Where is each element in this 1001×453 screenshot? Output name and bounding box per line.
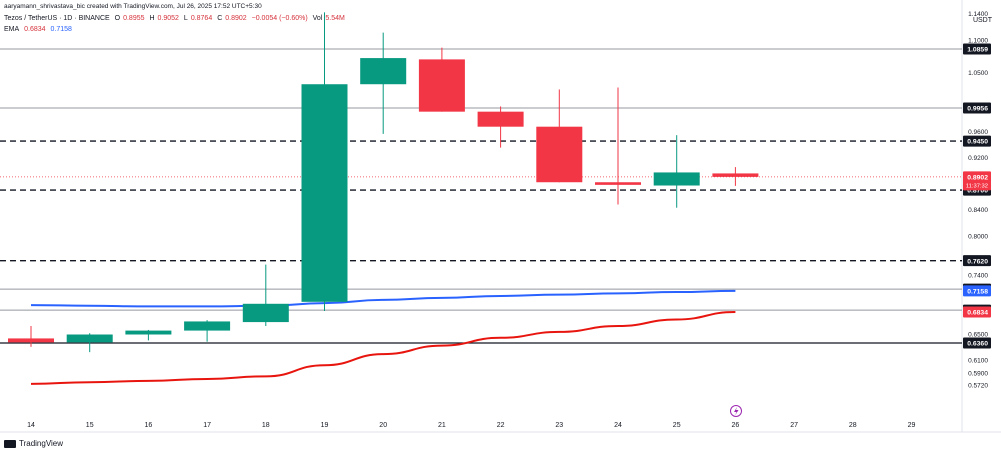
price-tick-label: 1.0500 [968,70,988,77]
ema-price-badge-bg [963,285,991,297]
price-tick-label: 0.5720 [968,382,988,389]
time-tick-label: 23 [555,422,563,429]
time-tick-label: 19 [321,422,329,429]
time-tick-label: 17 [203,422,211,429]
time-tick-label: 15 [86,422,94,429]
time-tick-label: 22 [497,422,505,429]
ema-label[interactable]: EMA [4,26,20,33]
lightning-icon[interactable] [730,405,742,417]
candle-body [477,111,524,127]
candle-body [184,321,231,331]
candle-body [125,330,172,335]
hline-price-badge-bg [963,337,991,349]
ema-line [30,311,736,385]
price-tick-label: 0.8000 [968,233,988,240]
hline-price-badge-bg [963,43,991,55]
hline-price-badge: 0.8700 [967,188,988,195]
tradingview-logo-text: TradingView [19,439,64,448]
change-value: −0.0054 (−0.60%) [251,15,308,22]
time-tick-label: 20 [379,422,387,429]
close-label: C [217,15,223,22]
price-tick-label: 0.5900 [968,371,988,378]
symbol-info-row: Tezos / TetherUS · 1D · BINANCE O 0.8955 … [4,15,348,22]
ema-value-blue: 0.7158 [50,26,72,33]
ema-info-row: EMA 0.6834 0.7158 [4,26,75,33]
hline-price-badge: 0.9956 [967,106,988,113]
price-tick-label: 0.8400 [968,207,988,214]
time-tick-label: 14 [27,422,35,429]
ema-line [30,289,736,308]
ema-price-badge: 0.7158 [967,288,988,295]
ema-value-red: 0.6834 [24,26,46,33]
candle-body [360,58,407,85]
time-tick-label: 21 [438,422,446,429]
tradingview-logo[interactable]: TradingView [4,439,63,448]
price-tick-label: 0.9600 [968,129,988,136]
ema-price-badge: 0.6834 [967,310,988,317]
hline-price-badge: 0.9450 [967,139,988,146]
price-axis[interactable]: 1.1400 1.1000 1.0500 0.9600 0.9200 0.8400 0.80… [963,11,991,389]
close-value: 0.8902 [225,15,247,22]
candle-body [66,334,113,343]
high-label: H [149,15,155,22]
time-tick-label: 26 [732,422,740,429]
last-price-badge: 0.8902 [967,174,988,181]
price-tick-label: 0.9200 [968,155,988,162]
time-tick-label: 16 [145,422,153,429]
candle-body [8,338,54,343]
ema-price-badge-bg [963,306,991,318]
high-value: 0.9052 [157,15,179,22]
time-tick-label: 24 [614,422,622,429]
time-tick-label: 28 [849,422,857,429]
price-tick-label: 0.6500 [968,331,988,338]
open-label: O [114,15,121,22]
open-value: 0.8955 [123,15,145,22]
low-value: 0.8764 [190,15,213,22]
price-tick-label: 0.6100 [968,357,988,364]
candle-body [712,173,759,177]
hline-price-badge: 0.6360 [967,341,988,348]
volume-value: 5.54M [325,15,345,22]
tradingview-logo-icon [4,439,16,448]
price-tick-label: 1.1000 [968,37,988,44]
hline-price-badge: 0.7620 [967,258,988,265]
hline-price-badge-bg [963,102,991,114]
candle-body [536,126,583,183]
hline-price-badge: 1.0859 [967,47,988,54]
hline-price-badge-bg [963,255,991,267]
time-tick-label: 18 [262,422,270,429]
price-tick-label: 0.7400 [968,273,988,280]
attribution-text: aaryamann_shrivastava_bic created with T… [4,3,262,10]
time-axis[interactable]: 14 15 16 17 18 19 20 21 22 23 24 25 26 27 28 29 [27,422,915,429]
candle-body [418,59,465,112]
ema-lines [30,289,736,385]
last-price-badge-bg [963,171,991,191]
candle-body [242,303,289,323]
volume-label: Vol [312,15,323,22]
time-tick-label: 25 [673,422,681,429]
countdown-label: 11:37:32 [966,183,988,189]
price-tick-label: 1.1400 [968,11,988,18]
candle-body [301,84,348,302]
candle-body [653,172,700,186]
symbol-name[interactable]: Tezos / TetherUS · 1D · BINANCE [4,15,110,22]
hline-price-badge-bg [963,135,991,147]
time-tick-label: 29 [908,422,916,429]
currency-label[interactable]: USDT [972,17,992,24]
time-tick-label: 27 [790,422,798,429]
horizontal-lines [0,48,962,344]
candles [8,12,759,353]
candle-body [595,182,641,185]
low-label: L [183,15,188,22]
